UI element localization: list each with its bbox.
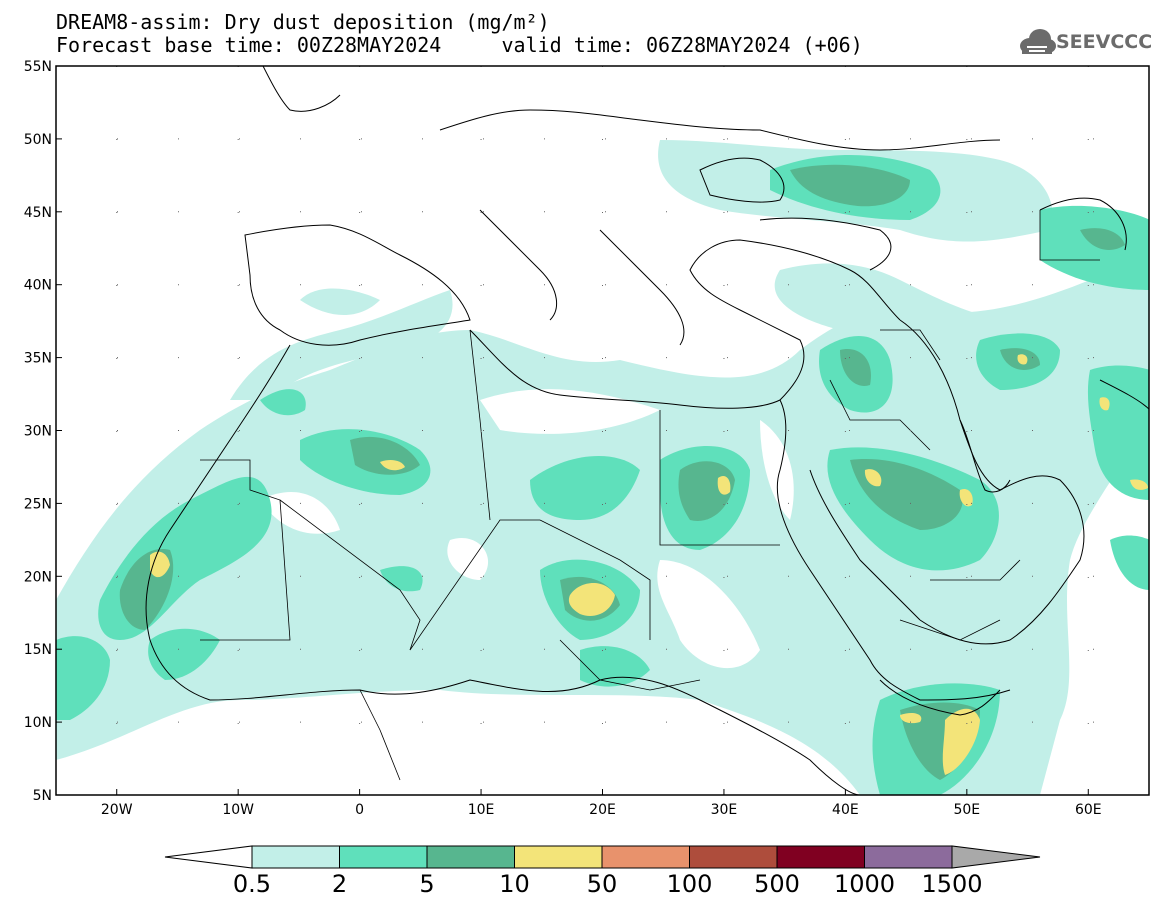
coastlines bbox=[145, 66, 1149, 795]
lat-tick-label: 25N bbox=[24, 496, 52, 512]
lon-tick-label: 30E bbox=[711, 802, 738, 818]
logo-text: SEEVCCC bbox=[1056, 31, 1153, 53]
lon-tick-label: 20E bbox=[589, 802, 616, 818]
country-borders bbox=[200, 210, 1100, 781]
lat-tick-label: 35N bbox=[24, 351, 52, 367]
deposition-gaps bbox=[260, 389, 1111, 669]
map-frame bbox=[55, 65, 1150, 796]
lon-tick-label: 10E bbox=[468, 802, 495, 818]
lat-tick-label: 5N bbox=[33, 788, 52, 804]
lat-tick-label: 15N bbox=[24, 642, 52, 658]
lon-tick-label: 10W bbox=[222, 802, 254, 818]
lon-tick-label: 50E bbox=[953, 802, 980, 818]
lat-tick-label: 20N bbox=[24, 569, 52, 585]
lat-tick-label: 50N bbox=[24, 132, 52, 148]
map-title: DREAM8-assim: Dry dust deposition (mg/m²… bbox=[56, 10, 550, 34]
longitude-labels: 20W 10W 0 10E 20E 30E 40E 50E 60E bbox=[101, 802, 1102, 818]
lat-tick-label: 55N bbox=[24, 59, 52, 75]
lon-tick-label: 40E bbox=[832, 802, 859, 818]
lat-tick-label: 40N bbox=[24, 278, 52, 294]
lon-tick-label: 0 bbox=[355, 802, 364, 818]
lat-tick-label: 45N bbox=[24, 205, 52, 221]
seevccc-logo bbox=[1020, 29, 1056, 54]
lon-tick-label: 20W bbox=[101, 802, 133, 818]
deposition-field bbox=[56, 140, 1149, 795]
lat-tick-label: 30N bbox=[24, 424, 52, 440]
lat-tick-label: 10N bbox=[24, 715, 52, 731]
lon-tick-label: 60E bbox=[1075, 802, 1102, 818]
latitude-labels: 55N 50N 45N 40N 35N 30N 25N 20N 15N 10N 5N bbox=[24, 59, 52, 804]
forecast-time-line: Forecast base time: 00Z28MAY2024 valid t… bbox=[56, 33, 863, 57]
